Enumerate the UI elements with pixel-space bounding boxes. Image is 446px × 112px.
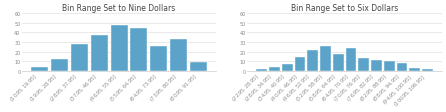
Bar [31,68,48,71]
Bar [131,29,148,71]
Title: Bin Range Set to Nine Dollars: Bin Range Set to Nine Dollars [62,4,176,13]
Bar [70,45,87,71]
Bar [396,64,408,71]
Bar [294,57,306,71]
Bar [170,40,187,71]
Bar [51,60,68,71]
Bar [307,50,318,71]
Bar [409,69,420,71]
Bar [346,48,356,71]
Bar [269,68,280,71]
Bar [333,54,344,71]
Bar [150,46,167,71]
Bar [282,65,293,71]
Bar [111,25,128,71]
Bar [190,63,207,71]
Title: Bin Range Set to Six Dollars: Bin Range Set to Six Dollars [291,4,398,13]
Bar [359,59,369,71]
Bar [320,46,331,71]
Bar [256,70,267,71]
Bar [371,61,382,71]
Bar [91,36,107,71]
Bar [384,62,395,71]
Bar [422,70,433,71]
